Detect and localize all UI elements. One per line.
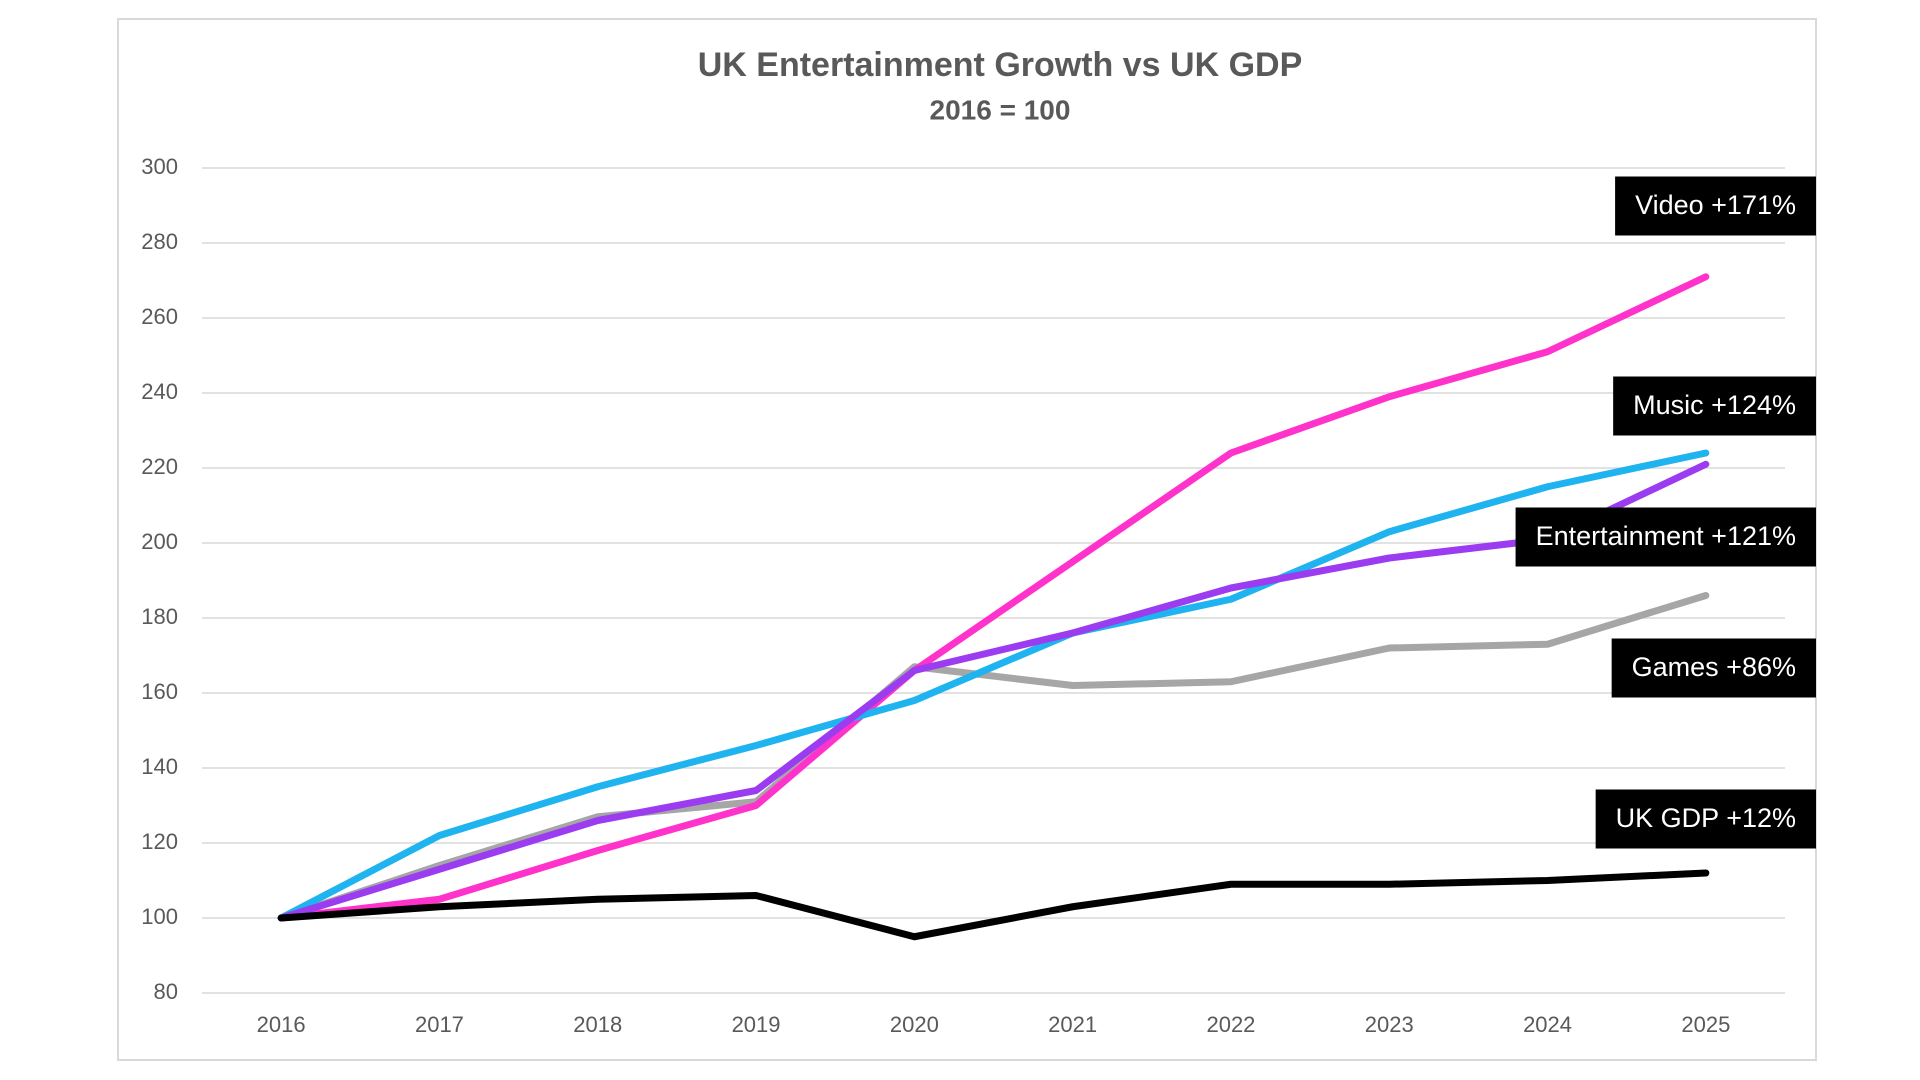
series-label: Games +86% bbox=[1632, 652, 1796, 682]
series-line bbox=[277, 592, 1710, 922]
series-line bbox=[277, 449, 1710, 922]
y-tick-label: 220 bbox=[141, 454, 178, 479]
series-line bbox=[277, 273, 1710, 922]
x-tick-label: 2022 bbox=[1206, 1012, 1255, 1037]
series-label: Entertainment +121% bbox=[1536, 521, 1796, 551]
y-tick-label: 260 bbox=[141, 304, 178, 329]
x-tick-label: 2021 bbox=[1048, 1012, 1097, 1037]
x-tick-label: 2019 bbox=[732, 1012, 781, 1037]
y-tick-label: 300 bbox=[141, 154, 178, 179]
x-tick-label: 2023 bbox=[1365, 1012, 1414, 1037]
y-tick-label: 140 bbox=[141, 754, 178, 779]
y-tick-label: 240 bbox=[141, 379, 178, 404]
y-tick-label: 280 bbox=[141, 229, 178, 254]
series-line bbox=[277, 460, 1710, 922]
y-tick-label: 80 bbox=[154, 979, 178, 1004]
y-tick-label: 120 bbox=[141, 829, 178, 854]
series-label: Music +124% bbox=[1633, 390, 1796, 420]
y-tick-label: 200 bbox=[141, 529, 178, 554]
series-label: UK GDP +12% bbox=[1616, 803, 1796, 833]
x-tick-label: 2016 bbox=[257, 1012, 306, 1037]
series-label-box bbox=[1613, 376, 1816, 436]
series-line bbox=[277, 869, 1710, 941]
x-tick-label: 2020 bbox=[890, 1012, 939, 1037]
y-tick-label: 160 bbox=[141, 679, 178, 704]
chart-subtitle: 2016 = 100 bbox=[930, 94, 1071, 125]
series-label-box bbox=[1611, 638, 1816, 698]
x-tick-label: 2025 bbox=[1681, 1012, 1730, 1037]
series-label-box bbox=[1515, 507, 1816, 567]
y-tick-label: 100 bbox=[141, 904, 178, 929]
series-label: Video +171% bbox=[1635, 190, 1796, 220]
series-label-box bbox=[1615, 176, 1816, 236]
x-tick-label: 2024 bbox=[1523, 1012, 1572, 1037]
x-tick-label: 2017 bbox=[415, 1012, 464, 1037]
y-tick-label: 180 bbox=[141, 604, 178, 629]
series-label-box bbox=[1595, 789, 1816, 849]
x-tick-label: 2018 bbox=[573, 1012, 622, 1037]
chart-title: UK Entertainment Growth vs UK GDP bbox=[698, 46, 1303, 84]
